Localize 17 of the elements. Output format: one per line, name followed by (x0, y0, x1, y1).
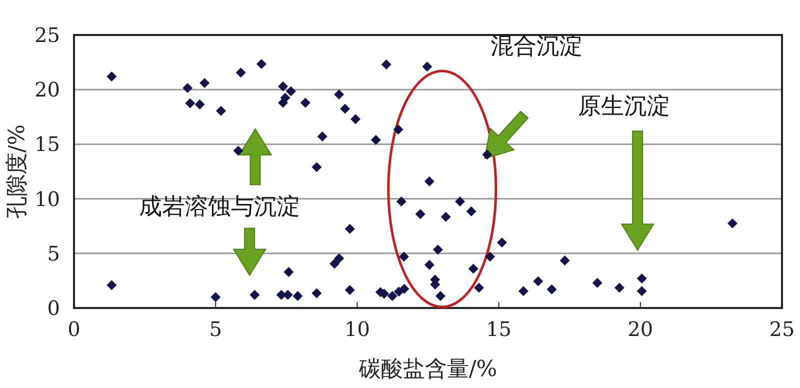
x-axis-title: 碳酸盐含量/% (358, 357, 498, 382)
x-tick-label: 10 (344, 317, 370, 341)
y-tick-label: 20 (34, 78, 60, 102)
x-tick-label: 25 (769, 317, 795, 341)
x-tick-label: 0 (68, 317, 80, 341)
x-tick-label: 20 (628, 317, 654, 341)
y-tick-label: 10 (34, 186, 60, 211)
y-axis-title: 孔隙度/% (5, 124, 30, 219)
x-tick-label: 15 (486, 317, 512, 341)
annotation: 原生沉淀 (578, 94, 670, 120)
y-tick-label: 5 (47, 241, 60, 266)
y-tick-label: 25 (34, 23, 60, 47)
x-tick-label: 5 (209, 317, 222, 341)
annotation: 混合沉淀 (490, 34, 582, 60)
y-tick-label: 15 (34, 132, 60, 156)
y-tick-label: 0 (47, 296, 60, 320)
annotation: 成岩溶蚀与沉淀 (139, 194, 300, 220)
